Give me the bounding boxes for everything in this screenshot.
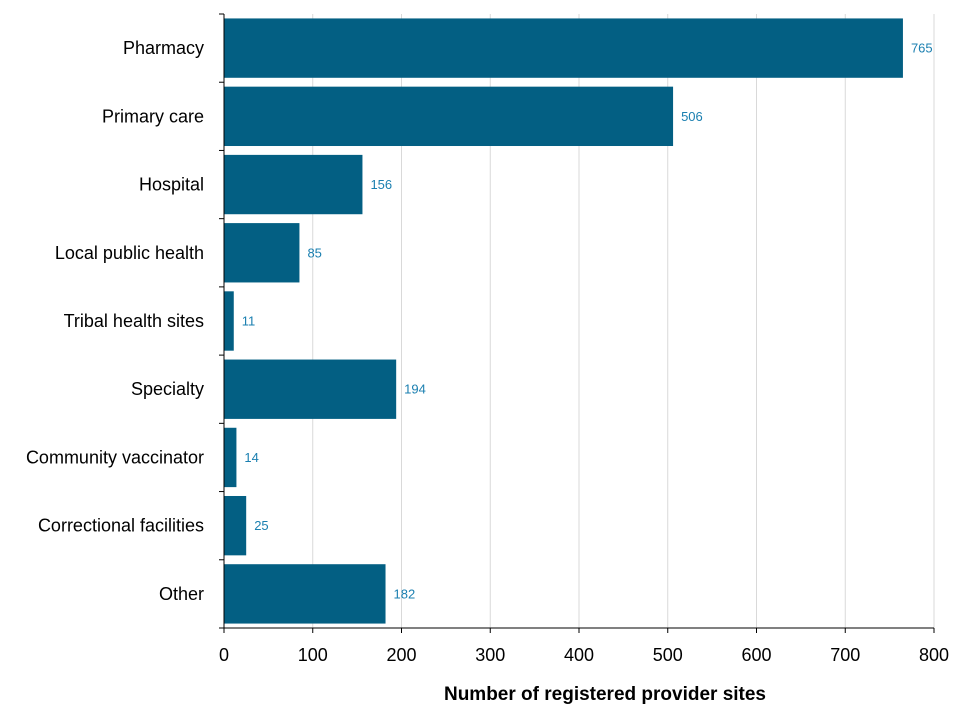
bar — [224, 359, 397, 419]
category-label: Community vaccinator — [26, 447, 204, 467]
data-label: 11 — [242, 314, 256, 329]
x-tick-label: 600 — [741, 645, 771, 665]
category-label: Other — [159, 584, 204, 604]
x-tick-label: 300 — [475, 645, 505, 665]
bar — [224, 495, 247, 556]
labels: 765 Pharmacy 506 Primary care 156 Hospital 85 L… — [26, 38, 949, 665]
category-label: Primary care — [102, 106, 204, 126]
bar — [224, 86, 674, 147]
category-label: Local public health — [55, 243, 204, 263]
data-label: 156 — [370, 177, 392, 192]
x-tick-label: 500 — [653, 645, 683, 665]
category-label: Specialty — [131, 379, 204, 399]
x-tick-label: 400 — [564, 645, 594, 665]
bar — [224, 18, 903, 78]
x-tick-label: 100 — [298, 645, 328, 665]
category-label: Correctional facilities — [38, 516, 204, 536]
x-tick-label: 800 — [919, 645, 949, 665]
category-label: Hospital — [139, 175, 204, 195]
data-label: 765 — [911, 41, 933, 56]
x-tick-label: 200 — [386, 645, 416, 665]
category-label: Pharmacy — [123, 38, 204, 58]
data-label: 14 — [244, 450, 258, 465]
axes — [219, 13, 935, 633]
x-tick-label: 700 — [830, 645, 860, 665]
bar — [224, 427, 237, 488]
data-label: 85 — [307, 245, 321, 260]
bar — [224, 154, 363, 215]
data-label: 182 — [394, 586, 416, 601]
x-axis-title: Number of registered provider sites — [444, 684, 766, 705]
data-label: 194 — [404, 382, 426, 397]
x-tick-label: 0 — [219, 645, 229, 665]
data-label: 506 — [681, 109, 703, 124]
bars — [224, 18, 903, 624]
bar — [224, 291, 234, 351]
bar — [224, 223, 300, 283]
category-label: Tribal health sites — [64, 311, 204, 331]
bar — [224, 564, 386, 624]
data-label: 25 — [254, 518, 268, 533]
